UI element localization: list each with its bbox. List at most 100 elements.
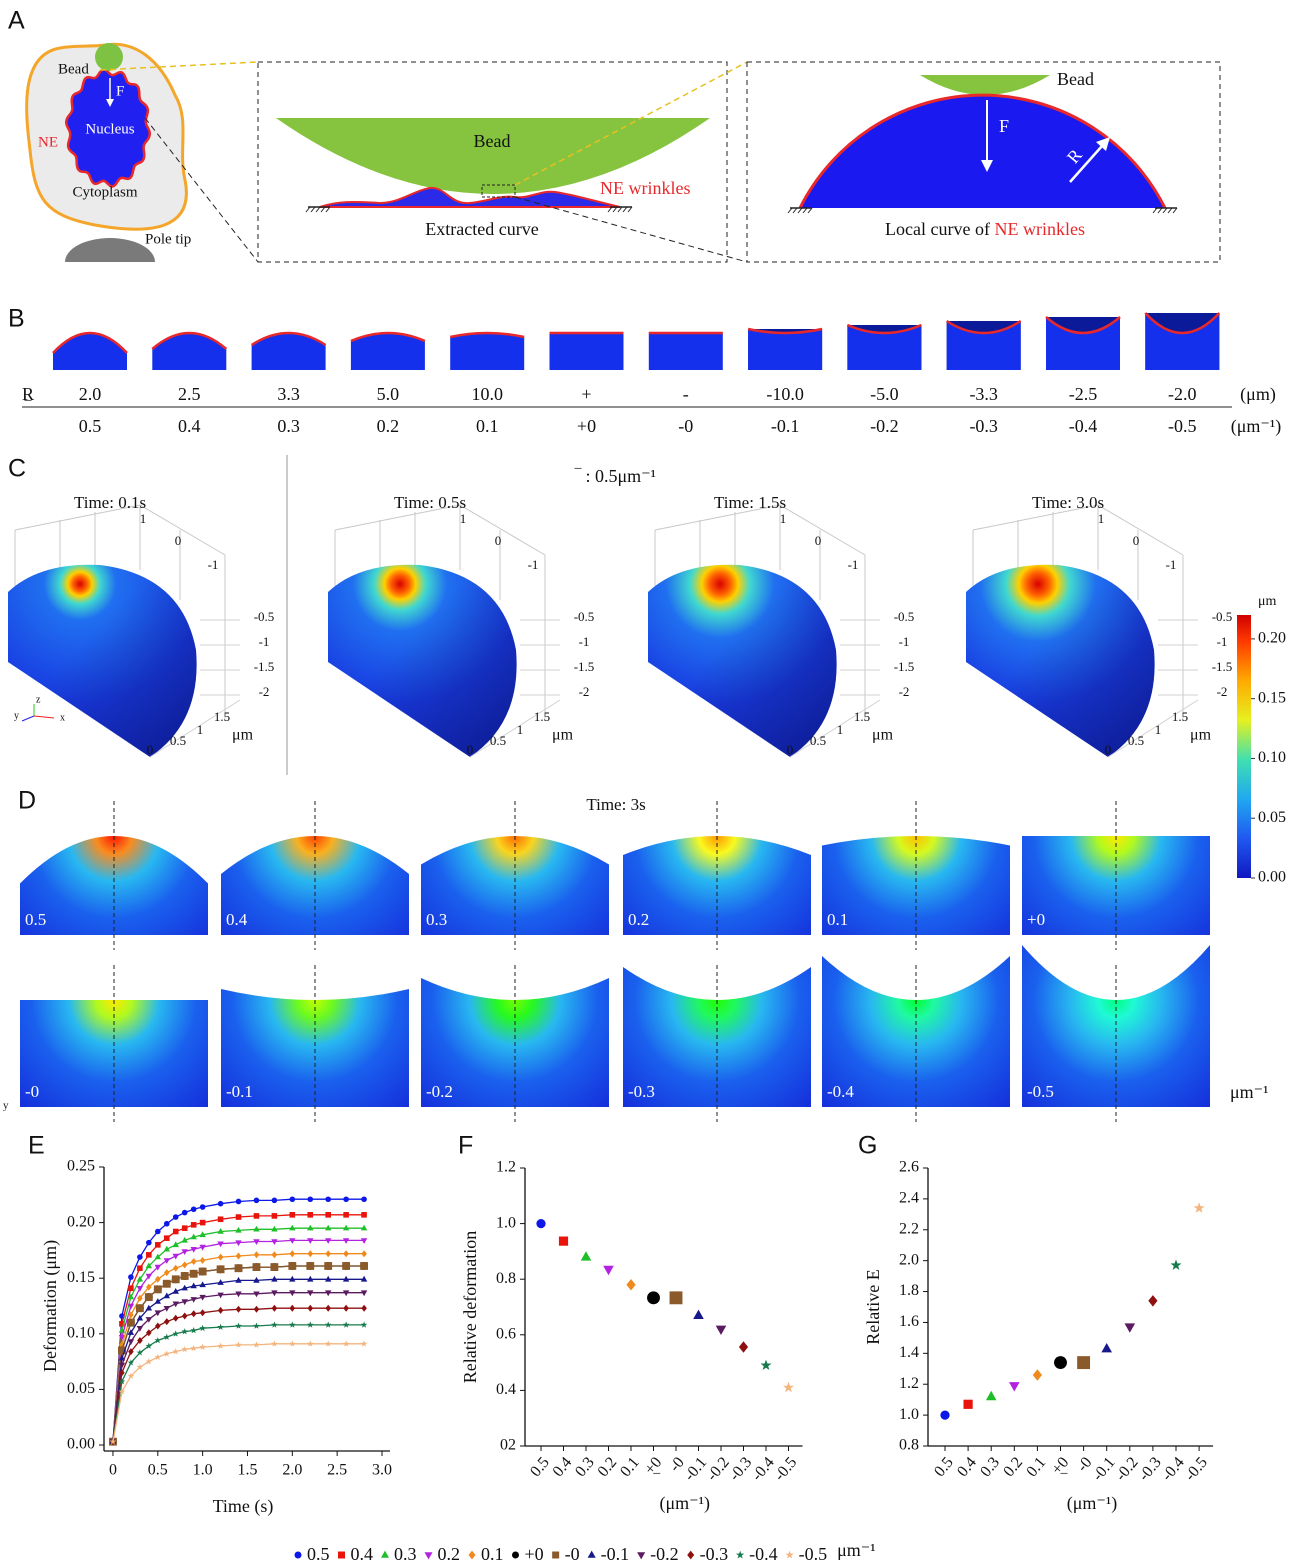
marker xyxy=(164,1235,170,1241)
legend-label: -0.3 xyxy=(700,1544,729,1564)
radius-label: -3.3 xyxy=(969,384,998,404)
marker xyxy=(217,1265,225,1273)
label: F xyxy=(999,116,1009,136)
marker xyxy=(307,1340,314,1346)
marker xyxy=(272,1305,278,1312)
marker xyxy=(163,1350,170,1356)
curvature-label: -0.5 xyxy=(1168,416,1197,436)
axis-grid xyxy=(780,505,865,555)
marker xyxy=(272,1251,278,1258)
marker xyxy=(137,1254,143,1260)
marker xyxy=(164,1269,170,1276)
cap-shape xyxy=(550,333,624,370)
triad-label: z xyxy=(36,694,41,705)
x-tick-label: 2.5 xyxy=(327,1462,347,1479)
x-tick-label: 0.4 xyxy=(954,1454,980,1480)
nucleus-shade xyxy=(328,565,517,757)
y-tick-label: 0.6 xyxy=(496,1325,516,1342)
axis-tick: 0 xyxy=(787,742,794,757)
y-tick-label: 1.6 xyxy=(899,1313,919,1330)
axis-grid xyxy=(460,505,545,555)
pole-tip xyxy=(65,238,155,262)
legend-label: -0.2 xyxy=(650,1544,679,1564)
axis-tick: 0.5 xyxy=(1128,733,1144,748)
x-tick-label: -0.2 xyxy=(1112,1454,1141,1484)
axis-tick: -2 xyxy=(259,684,270,699)
x-tick-label: 1.5 xyxy=(237,1462,257,1479)
series-line xyxy=(113,1293,364,1442)
marker xyxy=(155,1310,161,1316)
marker xyxy=(783,1382,794,1392)
marker xyxy=(128,1339,134,1345)
x-tick-label: 3.0 xyxy=(372,1462,392,1479)
axis-tick: 0 xyxy=(495,533,502,548)
x-axis-label: (μm⁻¹) xyxy=(659,1493,710,1514)
marker xyxy=(964,1400,973,1409)
marker xyxy=(626,1279,635,1291)
x-tick-label: -0.4 xyxy=(1159,1454,1188,1484)
marker xyxy=(173,1229,179,1235)
marker xyxy=(343,1212,349,1218)
marker xyxy=(739,1341,748,1353)
y-tick-label: 1.0 xyxy=(496,1214,516,1231)
curvature-label: 0.4 xyxy=(178,416,201,436)
curvature-label: +0 xyxy=(1027,910,1045,929)
axis-tick: -0.5 xyxy=(574,609,595,624)
axis-tick: -2 xyxy=(1217,684,1228,699)
marker xyxy=(191,1258,197,1265)
unit: μm⁻¹ xyxy=(1230,1082,1269,1102)
unit: (μm) xyxy=(1240,384,1276,405)
curvature-label: 0.1 xyxy=(827,910,848,929)
axis-tick: 0.5 xyxy=(170,733,186,748)
marker xyxy=(182,1210,188,1216)
marker xyxy=(181,1272,189,1280)
x-axis-symbol: ‾ xyxy=(1060,1471,1068,1491)
cap-shape xyxy=(649,333,723,370)
axis-tick: 0.5 xyxy=(490,733,506,748)
curvature-label: 0.4 xyxy=(226,910,248,929)
marker xyxy=(190,1327,197,1333)
marker xyxy=(603,1266,614,1275)
corner-label: y xyxy=(3,1100,9,1112)
axis-tick: -1 xyxy=(1166,557,1177,572)
series-line xyxy=(113,1308,364,1442)
legend-label: 0.2 xyxy=(438,1544,461,1564)
marker xyxy=(253,1263,261,1271)
colorbar-tick-label: 0.00 xyxy=(1258,869,1286,886)
axis-tick: 1 xyxy=(837,722,844,737)
axis-tick: 1 xyxy=(140,511,147,526)
radius-label: - xyxy=(683,384,689,404)
curvature-label: -0.3 xyxy=(628,1082,655,1101)
time-label: Time: 0.5s xyxy=(394,493,466,512)
x-tick-label: -0.5 xyxy=(1182,1454,1211,1484)
axis-tick: 1 xyxy=(1098,511,1105,526)
label: NE wrinkles xyxy=(600,178,690,198)
axis-tick: -1.5 xyxy=(1212,659,1233,674)
panel-label: G xyxy=(858,1132,877,1160)
axis-tick: 0 xyxy=(1133,533,1140,548)
axis-tick: 0 xyxy=(815,533,822,548)
marker xyxy=(343,1196,349,1202)
axis-tick: -1 xyxy=(848,557,859,572)
x-tick-label: 0.3 xyxy=(572,1454,598,1480)
axis-tick: -1 xyxy=(899,634,910,649)
series-line xyxy=(113,1199,364,1442)
marker xyxy=(307,1321,314,1327)
marker xyxy=(172,1348,179,1354)
marker xyxy=(1125,1323,1136,1332)
marker xyxy=(254,1306,260,1313)
curvature-label: -0 xyxy=(678,416,693,436)
marker xyxy=(254,1213,260,1219)
y-tick-label: 0.25 xyxy=(67,1158,95,1175)
marker xyxy=(163,1334,170,1340)
time-label: Time: 1.5s xyxy=(714,493,786,512)
curvature-label: 0.5 xyxy=(79,416,102,436)
marker xyxy=(145,1293,153,1301)
marker xyxy=(254,1251,260,1258)
marker xyxy=(272,1198,278,1204)
marker xyxy=(325,1250,331,1257)
axis-tick: -1.5 xyxy=(894,659,915,674)
axis-tick: -1 xyxy=(528,557,539,572)
x-tick-label: -0.1 xyxy=(1089,1454,1118,1484)
marker xyxy=(324,1262,332,1270)
